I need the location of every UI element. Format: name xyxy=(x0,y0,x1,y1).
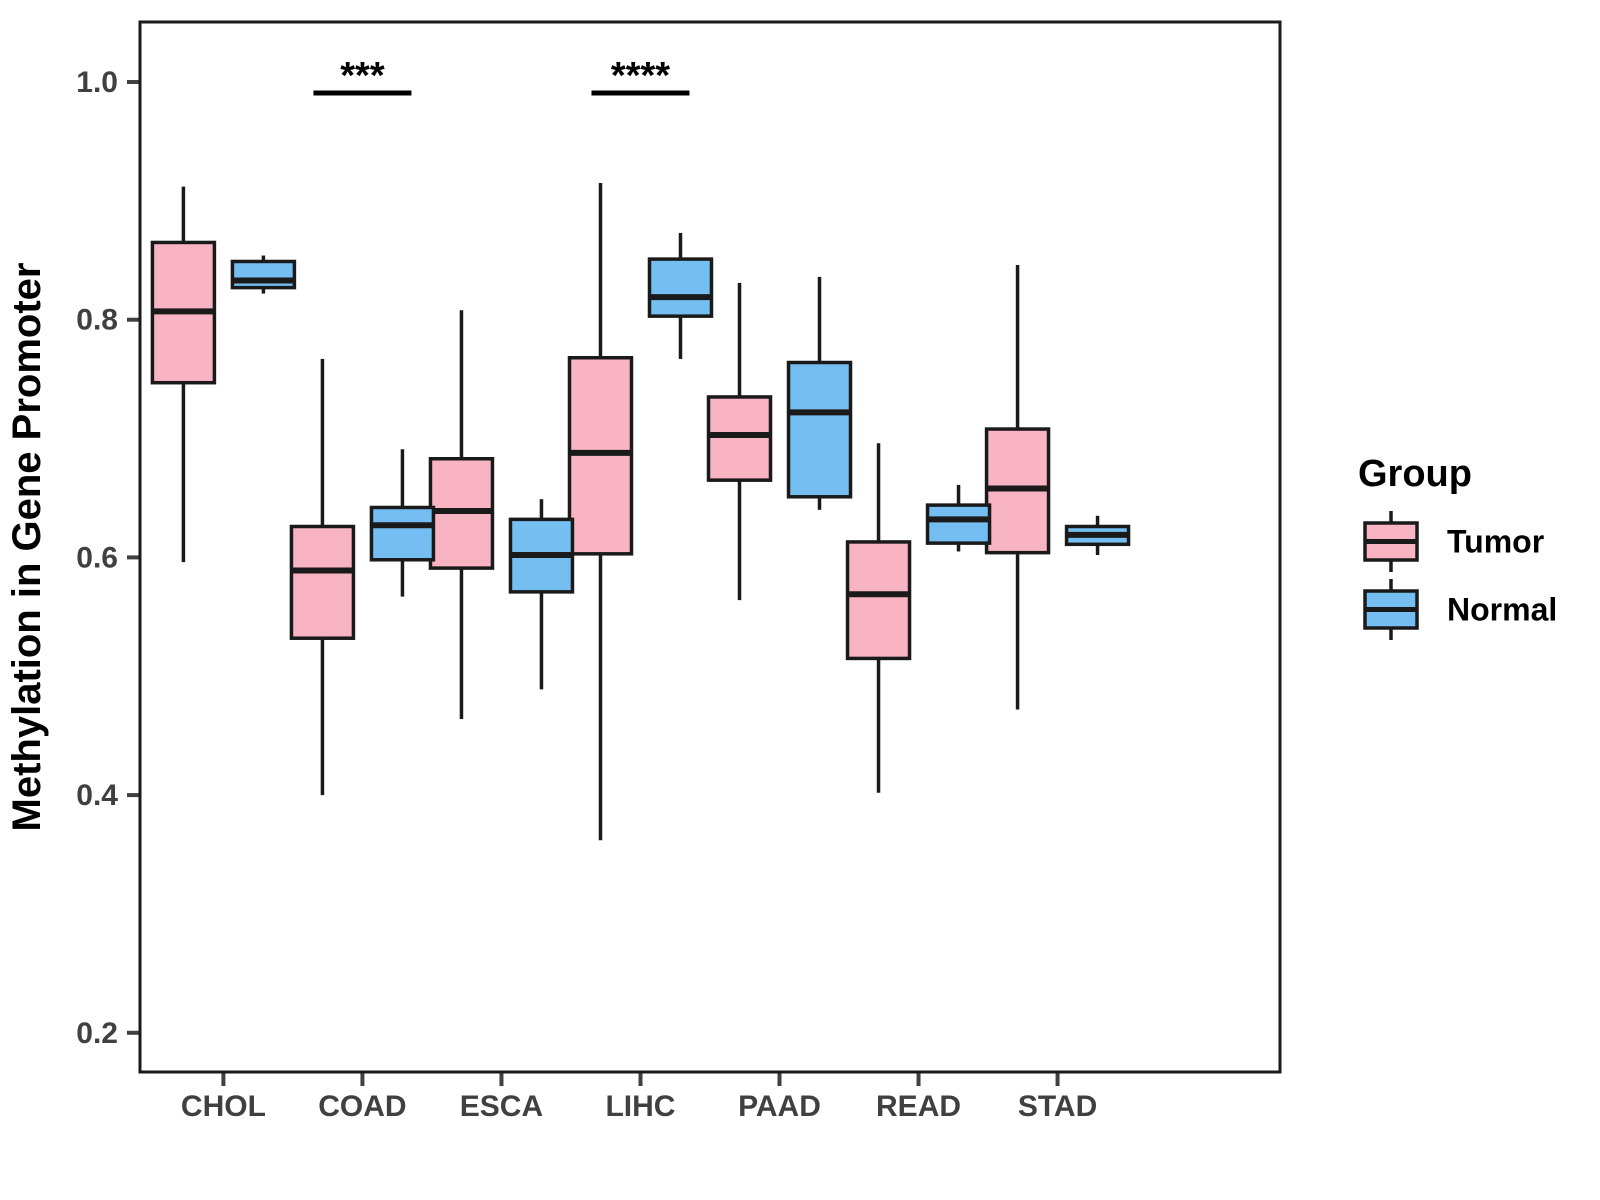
y-tick-label: 0.4 xyxy=(76,779,118,812)
legend-title: Group xyxy=(1358,453,1472,495)
box-chol-normal xyxy=(230,255,297,294)
significance-stars: *** xyxy=(340,55,385,97)
box-stad-normal xyxy=(1064,515,1131,556)
panel-border xyxy=(138,20,1282,1074)
box-lihc-normal xyxy=(647,232,714,359)
y-axis-title: Methylation in Gene Promoter xyxy=(5,263,49,832)
box-rect xyxy=(230,259,297,290)
box-rect xyxy=(706,395,773,482)
box-chol-tumor xyxy=(150,186,217,563)
x-tick-label-paad: PAAD xyxy=(738,1090,821,1123)
box-paad-normal xyxy=(786,276,853,510)
significance-stars: **** xyxy=(611,55,670,97)
legend-key-tumor xyxy=(1363,511,1419,572)
legend-key-normal xyxy=(1363,579,1419,640)
y-tick-label: 0.8 xyxy=(76,304,118,337)
box-read-tumor xyxy=(845,443,912,793)
x-tick-label-chol: CHOL xyxy=(181,1090,266,1123)
box-coad-normal xyxy=(369,449,436,597)
x-tick-label-stad: STAD xyxy=(1018,1090,1097,1123)
x-tick-label-coad: COAD xyxy=(318,1090,406,1123)
box-rect xyxy=(369,505,436,562)
box-coad-tumor xyxy=(289,358,356,796)
box-esca-tumor xyxy=(428,310,495,720)
box-stad-tumor xyxy=(984,265,1051,710)
box-rect xyxy=(925,503,992,545)
box-rect xyxy=(647,257,714,318)
box-esca-normal xyxy=(508,499,575,690)
box-paad-tumor xyxy=(706,282,773,601)
x-tick-label-lihc: LIHC xyxy=(605,1090,675,1123)
y-tick-label: 0.2 xyxy=(76,1017,118,1050)
x-tick-label-read: READ xyxy=(876,1090,961,1123)
box-rect xyxy=(845,540,912,661)
y-tick-label: 0.6 xyxy=(76,541,118,574)
y-tick-label: 1.0 xyxy=(76,66,118,99)
legend-label-tumor: Tumor xyxy=(1447,524,1544,560)
box-rect xyxy=(289,524,356,640)
box-rect xyxy=(786,360,853,499)
box-lihc-tumor xyxy=(567,183,634,841)
x-tick-label-esca: ESCA xyxy=(460,1090,543,1123)
box-read-normal xyxy=(925,484,992,552)
legend-label-normal: Normal xyxy=(1447,592,1557,628)
